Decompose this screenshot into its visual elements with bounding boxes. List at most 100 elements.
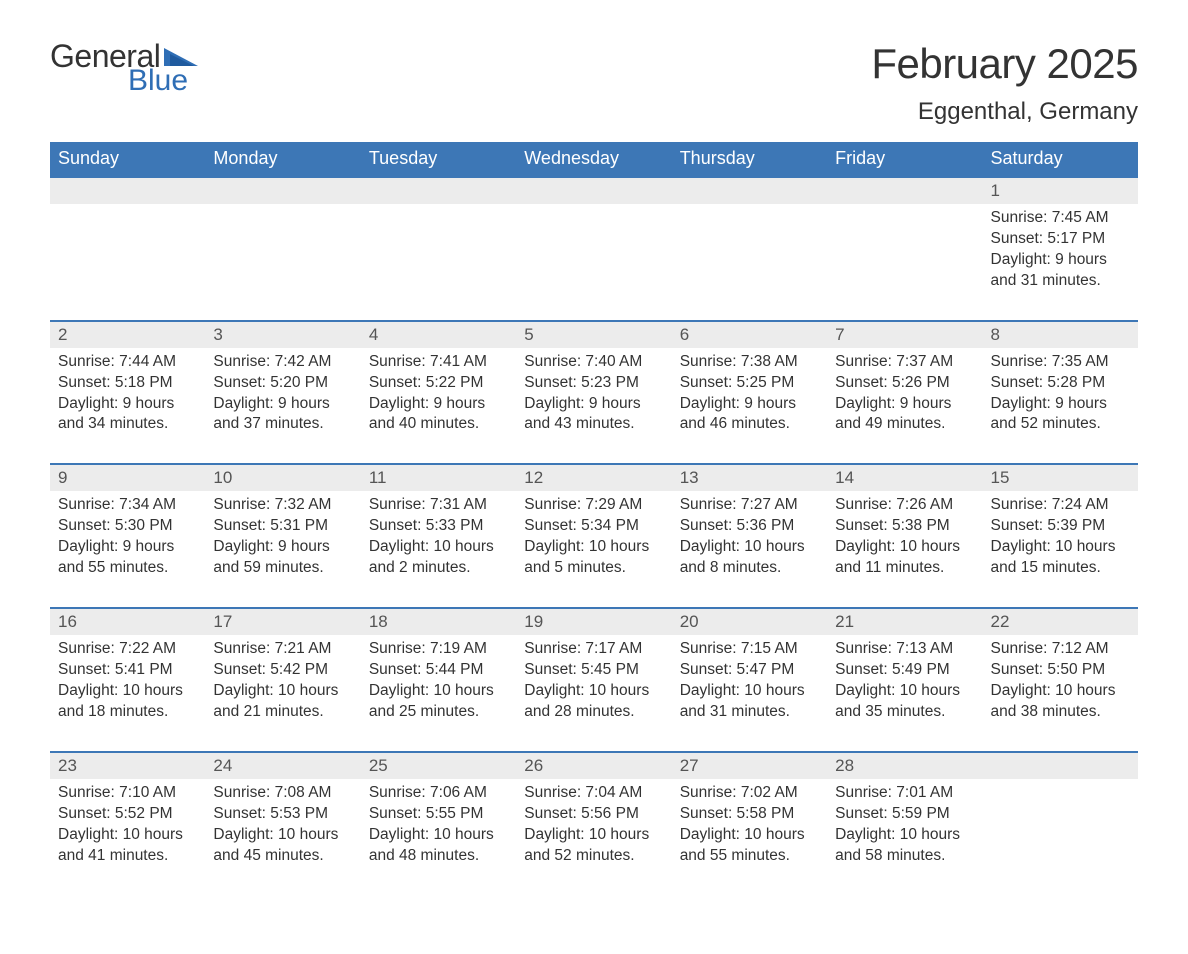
weekday-header-row: SundayMondayTuesdayWednesdayThursdayFrid… — [50, 142, 1138, 177]
daylight-line: Daylight: 9 hours and 43 minutes. — [524, 394, 663, 436]
sunset-line: Sunset: 5:39 PM — [991, 516, 1130, 537]
day-cell: Sunrise: 7:31 AMSunset: 5:33 PMDaylight:… — [361, 491, 516, 608]
empty-day-number — [205, 177, 360, 204]
day-cell: Sunrise: 7:24 AMSunset: 5:39 PMDaylight:… — [983, 491, 1138, 608]
day-number: 24 — [205, 752, 360, 779]
sunrise-line: Sunrise: 7:19 AM — [369, 639, 508, 660]
sunrise-line: Sunrise: 7:06 AM — [369, 783, 508, 804]
calendar-table: SundayMondayTuesdayWednesdayThursdayFrid… — [50, 142, 1138, 894]
day-number-row: 2345678 — [50, 321, 1138, 348]
daylight-line: Daylight: 10 hours and 45 minutes. — [213, 825, 352, 867]
daylight-line: Daylight: 10 hours and 21 minutes. — [213, 681, 352, 723]
day-number: 2 — [50, 321, 205, 348]
daylight-line: Daylight: 10 hours and 48 minutes. — [369, 825, 508, 867]
sunset-line: Sunset: 5:41 PM — [58, 660, 197, 681]
day-cell: Sunrise: 7:41 AMSunset: 5:22 PMDaylight:… — [361, 348, 516, 465]
day-number: 25 — [361, 752, 516, 779]
daylight-line: Daylight: 10 hours and 41 minutes. — [58, 825, 197, 867]
sunrise-line: Sunrise: 7:31 AM — [369, 495, 508, 516]
empty-day-number — [361, 177, 516, 204]
day-number: 13 — [672, 464, 827, 491]
sunrise-line: Sunrise: 7:13 AM — [835, 639, 974, 660]
weekday-header: Tuesday — [361, 142, 516, 177]
empty-day-cell — [361, 204, 516, 321]
sunset-line: Sunset: 5:42 PM — [213, 660, 352, 681]
day-cell: Sunrise: 7:35 AMSunset: 5:28 PMDaylight:… — [983, 348, 1138, 465]
sunrise-line: Sunrise: 7:15 AM — [680, 639, 819, 660]
sunrise-line: Sunrise: 7:26 AM — [835, 495, 974, 516]
empty-day-cell — [205, 204, 360, 321]
day-cell: Sunrise: 7:01 AMSunset: 5:59 PMDaylight:… — [827, 779, 982, 895]
sunset-line: Sunset: 5:59 PM — [835, 804, 974, 825]
sunrise-line: Sunrise: 7:29 AM — [524, 495, 663, 516]
sunset-line: Sunset: 5:53 PM — [213, 804, 352, 825]
empty-day-number — [827, 177, 982, 204]
sunset-line: Sunset: 5:36 PM — [680, 516, 819, 537]
sunset-line: Sunset: 5:56 PM — [524, 804, 663, 825]
sunset-line: Sunset: 5:30 PM — [58, 516, 197, 537]
sunset-line: Sunset: 5:47 PM — [680, 660, 819, 681]
daylight-line: Daylight: 9 hours and 49 minutes. — [835, 394, 974, 436]
daylight-line: Daylight: 9 hours and 40 minutes. — [369, 394, 508, 436]
empty-day-number — [50, 177, 205, 204]
day-number: 14 — [827, 464, 982, 491]
daylight-line: Daylight: 9 hours and 59 minutes. — [213, 537, 352, 579]
sunrise-line: Sunrise: 7:21 AM — [213, 639, 352, 660]
sunset-line: Sunset: 5:18 PM — [58, 373, 197, 394]
day-number: 26 — [516, 752, 671, 779]
sunrise-line: Sunrise: 7:08 AM — [213, 783, 352, 804]
day-cell: Sunrise: 7:42 AMSunset: 5:20 PMDaylight:… — [205, 348, 360, 465]
sunset-line: Sunset: 5:38 PM — [835, 516, 974, 537]
day-cell: Sunrise: 7:17 AMSunset: 5:45 PMDaylight:… — [516, 635, 671, 752]
logo: General Blue — [50, 40, 202, 96]
sunrise-line: Sunrise: 7:34 AM — [58, 495, 197, 516]
day-cell: Sunrise: 7:44 AMSunset: 5:18 PMDaylight:… — [50, 348, 205, 465]
weekday-header: Sunday — [50, 142, 205, 177]
day-cell: Sunrise: 7:15 AMSunset: 5:47 PMDaylight:… — [672, 635, 827, 752]
day-cell: Sunrise: 7:40 AMSunset: 5:23 PMDaylight:… — [516, 348, 671, 465]
sunrise-line: Sunrise: 7:17 AM — [524, 639, 663, 660]
day-cell: Sunrise: 7:45 AMSunset: 5:17 PMDaylight:… — [983, 204, 1138, 321]
sunset-line: Sunset: 5:55 PM — [369, 804, 508, 825]
sunset-line: Sunset: 5:25 PM — [680, 373, 819, 394]
day-cell: Sunrise: 7:29 AMSunset: 5:34 PMDaylight:… — [516, 491, 671, 608]
day-number: 15 — [983, 464, 1138, 491]
daylight-line: Daylight: 10 hours and 8 minutes. — [680, 537, 819, 579]
sunset-line: Sunset: 5:28 PM — [991, 373, 1130, 394]
day-number: 22 — [983, 608, 1138, 635]
daylight-line: Daylight: 9 hours and 31 minutes. — [991, 250, 1130, 292]
sunset-line: Sunset: 5:31 PM — [213, 516, 352, 537]
day-cell: Sunrise: 7:19 AMSunset: 5:44 PMDaylight:… — [361, 635, 516, 752]
logo-triangle-icon — [164, 46, 202, 66]
day-cell: Sunrise: 7:04 AMSunset: 5:56 PMDaylight:… — [516, 779, 671, 895]
sunrise-line: Sunrise: 7:04 AM — [524, 783, 663, 804]
daylight-line: Daylight: 9 hours and 34 minutes. — [58, 394, 197, 436]
sunset-line: Sunset: 5:26 PM — [835, 373, 974, 394]
day-cell: Sunrise: 7:38 AMSunset: 5:25 PMDaylight:… — [672, 348, 827, 465]
sunset-line: Sunset: 5:49 PM — [835, 660, 974, 681]
day-body-row: Sunrise: 7:10 AMSunset: 5:52 PMDaylight:… — [50, 779, 1138, 895]
sunrise-line: Sunrise: 7:32 AM — [213, 495, 352, 516]
day-number: 9 — [50, 464, 205, 491]
sunrise-line: Sunrise: 7:38 AM — [680, 352, 819, 373]
daylight-line: Daylight: 10 hours and 5 minutes. — [524, 537, 663, 579]
day-number-row: 9101112131415 — [50, 464, 1138, 491]
day-cell: Sunrise: 7:37 AMSunset: 5:26 PMDaylight:… — [827, 348, 982, 465]
daylight-line: Daylight: 10 hours and 58 minutes. — [835, 825, 974, 867]
day-number: 18 — [361, 608, 516, 635]
day-number: 12 — [516, 464, 671, 491]
sunset-line: Sunset: 5:45 PM — [524, 660, 663, 681]
day-number: 3 — [205, 321, 360, 348]
day-cell: Sunrise: 7:13 AMSunset: 5:49 PMDaylight:… — [827, 635, 982, 752]
day-number: 27 — [672, 752, 827, 779]
weekday-header: Friday — [827, 142, 982, 177]
sunrise-line: Sunrise: 7:45 AM — [991, 208, 1130, 229]
sunrise-line: Sunrise: 7:41 AM — [369, 352, 508, 373]
empty-day-cell — [516, 204, 671, 321]
sunrise-line: Sunrise: 7:40 AM — [524, 352, 663, 373]
day-cell: Sunrise: 7:06 AMSunset: 5:55 PMDaylight:… — [361, 779, 516, 895]
daylight-line: Daylight: 9 hours and 37 minutes. — [213, 394, 352, 436]
empty-day-number — [672, 177, 827, 204]
daylight-line: Daylight: 10 hours and 28 minutes. — [524, 681, 663, 723]
location-label: Eggenthal, Germany — [871, 98, 1138, 126]
